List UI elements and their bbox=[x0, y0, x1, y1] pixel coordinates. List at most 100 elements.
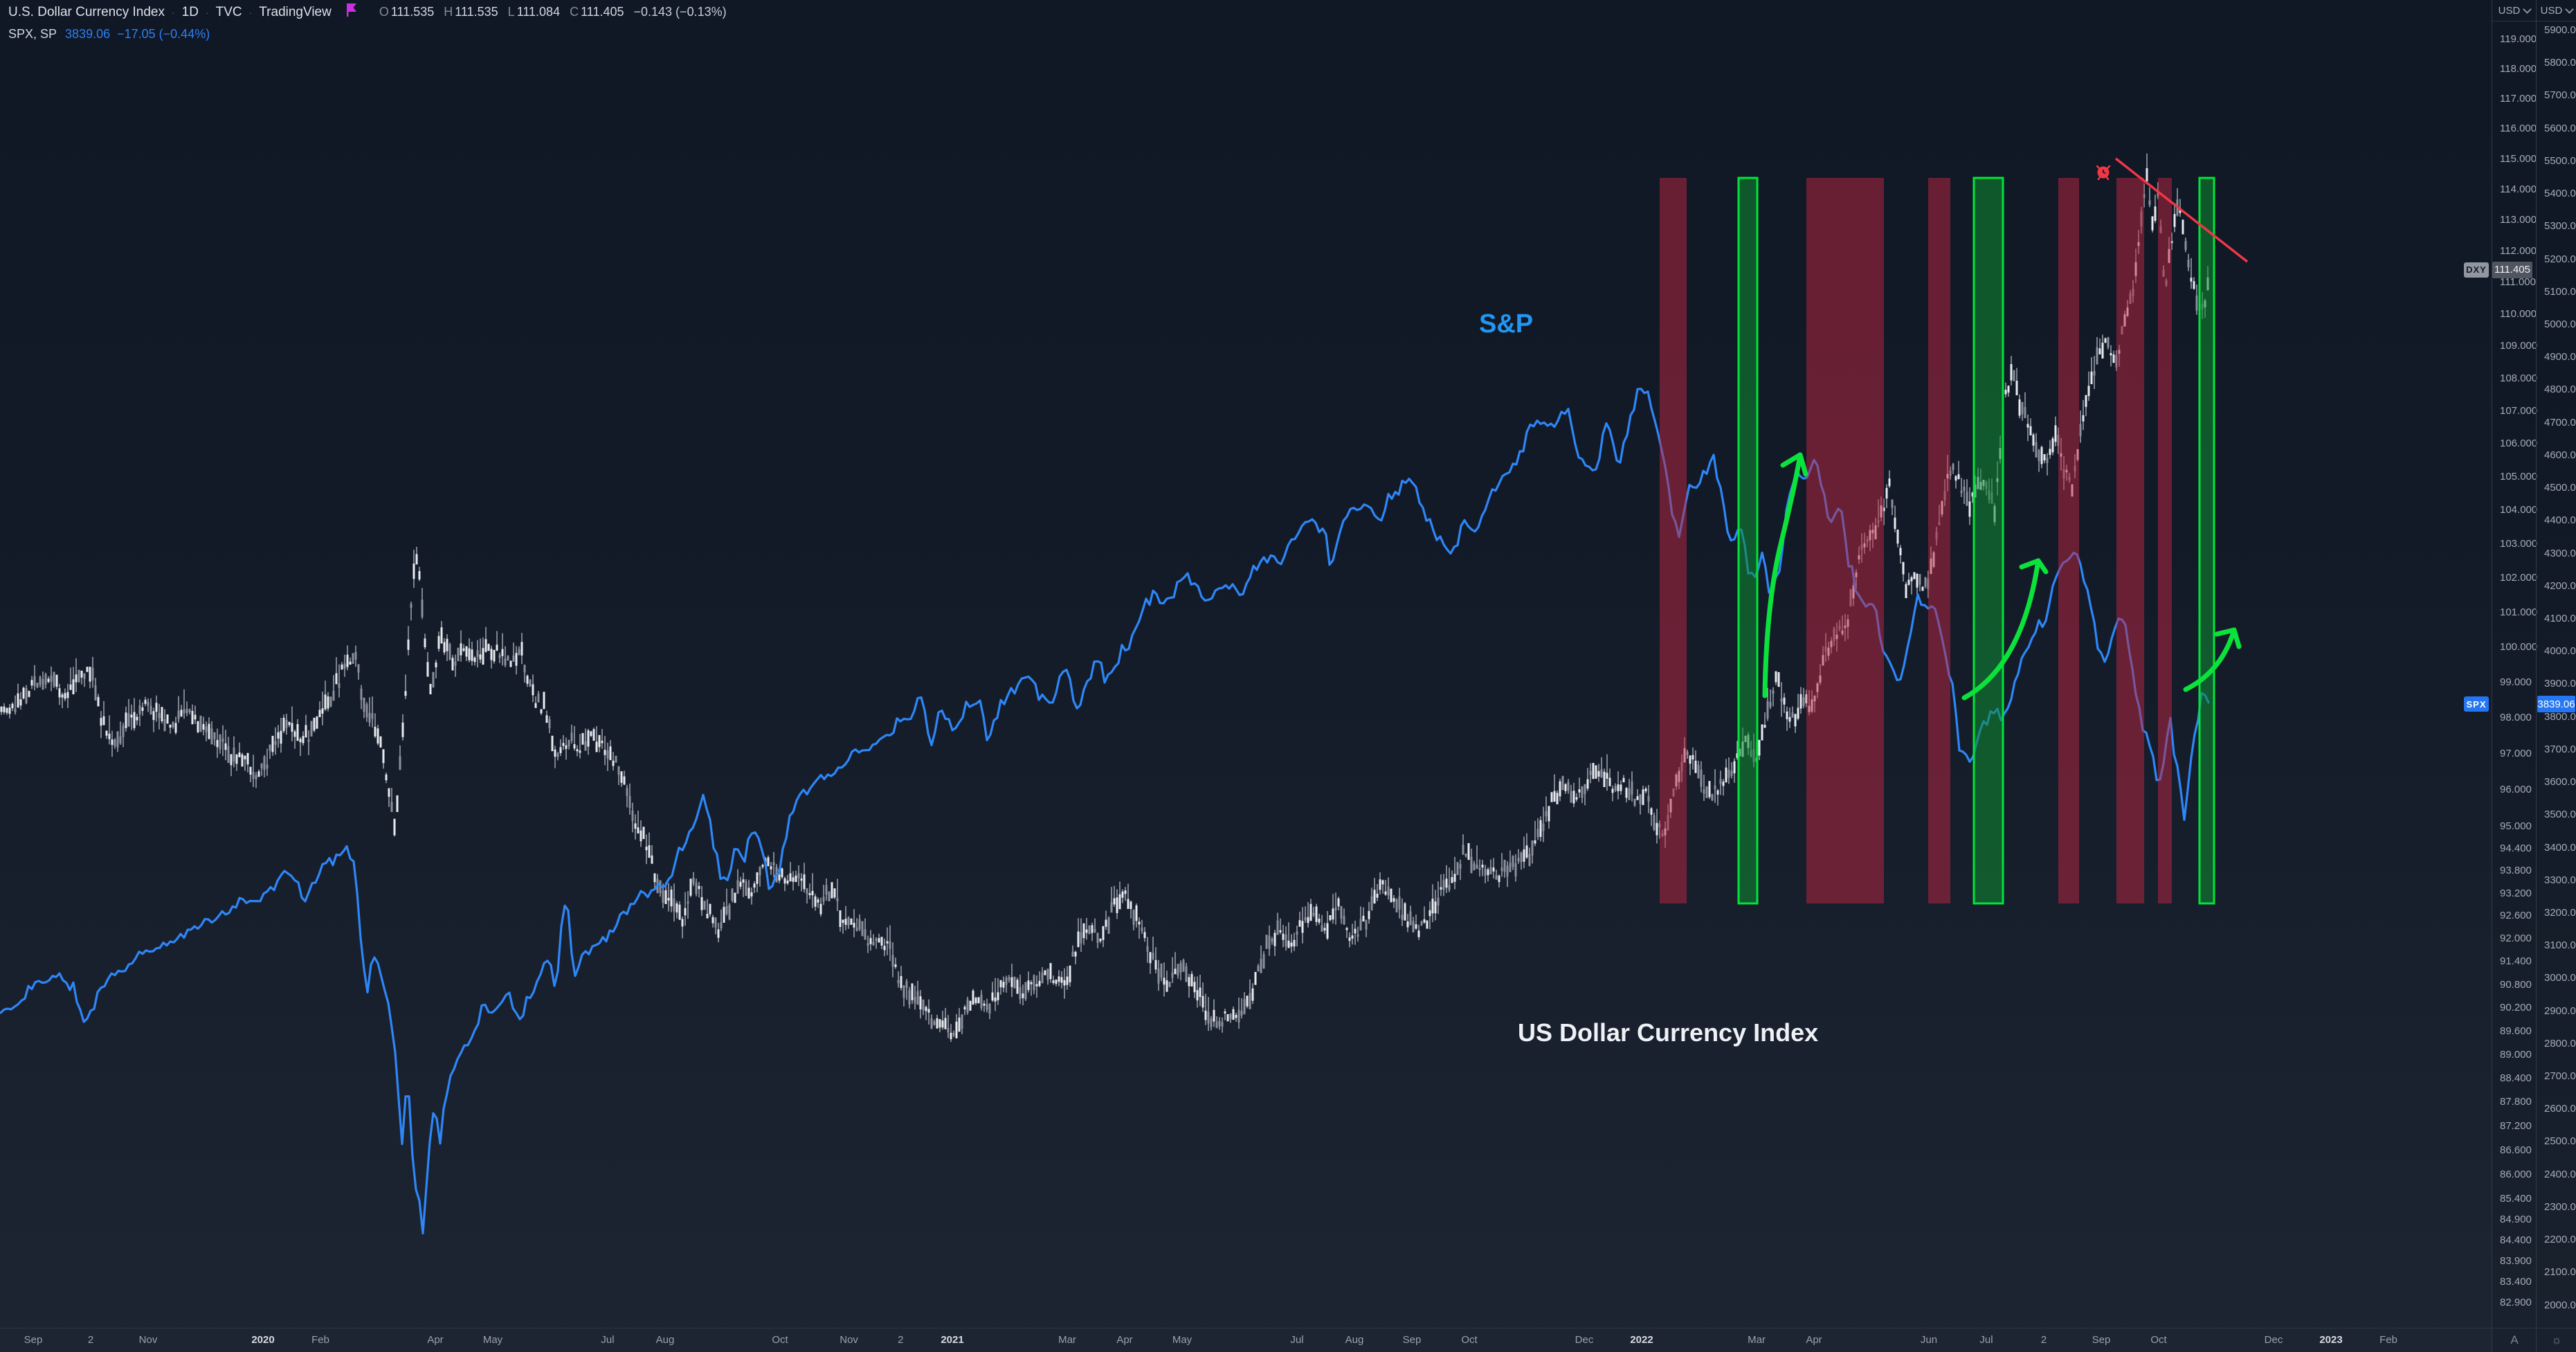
symbol-title[interactable]: U.S. Dollar Currency Index bbox=[8, 4, 165, 19]
spx-scale-currency-dropdown[interactable]: USD bbox=[2537, 0, 2576, 21]
time-axis-label: Sep bbox=[1402, 1334, 1422, 1346]
price-tick-label: 2900.00 bbox=[2544, 1004, 2576, 1017]
chart-text-annotation[interactable]: S&P bbox=[1479, 309, 1533, 339]
price-tick-label: 4200.00 bbox=[2544, 579, 2576, 592]
price-tick-label: 4700.00 bbox=[2544, 416, 2576, 429]
time-axis-label: Oct bbox=[1461, 1334, 1478, 1346]
price-tick-label: 91.400 bbox=[2500, 955, 2532, 968]
price-tick-label: 84.400 bbox=[2500, 1234, 2532, 1246]
dxy-candles-down bbox=[14, 191, 2204, 1036]
chart-text-annotation[interactable]: US Dollar Currency Index bbox=[1518, 1018, 1818, 1047]
exchange-label: TVC bbox=[215, 4, 242, 19]
price-tick-label: 89.000 bbox=[2500, 1048, 2532, 1061]
price-tick-label: 94.400 bbox=[2500, 842, 2532, 855]
price-tick-label: 107.000 bbox=[2500, 404, 2538, 417]
chevron-down-icon bbox=[2523, 5, 2532, 14]
time-axis-label: Feb bbox=[2379, 1334, 2397, 1346]
price-tick-label: 96.000 bbox=[2500, 784, 2532, 796]
price-tick-label: 3800.00 bbox=[2544, 710, 2576, 723]
price-tick-label: 100.000 bbox=[2500, 641, 2538, 654]
highlight-zone-red[interactable] bbox=[2158, 178, 2172, 903]
price-scale-spx[interactable]: USD 5900.00 5800.00 5700.00 5600.00 5500.00 5… bbox=[2536, 0, 2576, 1352]
green-up-arrow[interactable] bbox=[1762, 452, 1808, 698]
time-axis-label: 2 bbox=[2040, 1334, 2047, 1346]
price-tick-label: 4400.00 bbox=[2544, 514, 2576, 527]
flag-icon[interactable] bbox=[346, 3, 357, 21]
separator: · bbox=[205, 6, 209, 18]
time-axis-label: Nov bbox=[840, 1334, 858, 1346]
price-tick-label: 93.800 bbox=[2500, 865, 2532, 877]
price-tick-label: 5700.00 bbox=[2544, 89, 2576, 102]
price-tick-label: 2600.00 bbox=[2544, 1103, 2576, 1115]
time-axis-label: Aug bbox=[1345, 1334, 1364, 1346]
time-axis-label: 2 bbox=[87, 1334, 94, 1346]
alarm-clock-icon[interactable] bbox=[2096, 165, 2111, 181]
price-tick-label: 110.000 bbox=[2500, 308, 2537, 321]
green-up-arrow[interactable] bbox=[2183, 627, 2242, 692]
price-tick-label: 5600.00 bbox=[2544, 122, 2576, 134]
dxy-scale-currency-label: USD bbox=[2498, 4, 2521, 17]
time-axis-label: Mar bbox=[1748, 1334, 1766, 1346]
price-tick-label: 4800.00 bbox=[2544, 384, 2576, 396]
compare-symbol-title[interactable]: SPX, SP bbox=[8, 27, 57, 41]
chevron-down-icon bbox=[2565, 5, 2575, 14]
highlight-zone-red[interactable] bbox=[1928, 178, 1950, 903]
time-axis-label: Jul bbox=[1979, 1334, 1993, 1346]
price-tick-label: 85.400 bbox=[2500, 1193, 2532, 1205]
red-trendline[interactable] bbox=[2114, 157, 2249, 263]
price-tick-label: 83.400 bbox=[2500, 1275, 2532, 1288]
chart-canvas[interactable]: S&P US Dollar Currency Index bbox=[0, 0, 2492, 1328]
price-tick-label: 86.600 bbox=[2500, 1144, 2532, 1156]
price-tick-label: 116.000 bbox=[2500, 122, 2537, 134]
compare-symbol-change: −17.05 (−0.44%) bbox=[117, 27, 210, 41]
symbol-header-row: U.S. Dollar Currency Index · 1D · TVC · … bbox=[8, 3, 727, 21]
time-axis-label: Apr bbox=[1116, 1334, 1133, 1346]
price-tick-label: 108.000 bbox=[2500, 372, 2538, 384]
time-axis-label: Apr bbox=[1806, 1334, 1822, 1346]
price-tick-label: 117.000 bbox=[2500, 92, 2537, 105]
price-tick-label: 84.900 bbox=[2500, 1213, 2532, 1225]
price-tick-label: 4600.00 bbox=[2544, 449, 2576, 461]
price-tick-label: 87.800 bbox=[2500, 1096, 2532, 1108]
price-tick-label: 2500.00 bbox=[2544, 1135, 2576, 1148]
close-key: C bbox=[570, 5, 579, 19]
time-axis-label: Sep bbox=[2092, 1334, 2111, 1346]
highlight-zone-green[interactable] bbox=[1972, 177, 2004, 905]
highlight-zone-green[interactable] bbox=[2198, 177, 2215, 905]
time-axis-label: 2022 bbox=[1630, 1334, 1653, 1346]
price-tick-label: 106.000 bbox=[2500, 438, 2538, 450]
price-tick-label: 111.000 bbox=[2500, 276, 2536, 289]
price-tick-label: 109.000 bbox=[2500, 340, 2538, 352]
price-tick-label: 99.000 bbox=[2500, 676, 2532, 689]
green-up-arrow[interactable] bbox=[1961, 558, 2049, 701]
high-value: 111.535 bbox=[455, 5, 498, 19]
highlight-zone-red[interactable] bbox=[2116, 178, 2144, 903]
price-scale-dxy[interactable]: USD 119.000 118.000 117.000 116.000 115.000 1… bbox=[2492, 0, 2537, 1352]
price-tick-label: 5500.00 bbox=[2544, 154, 2576, 167]
interval-button[interactable]: 1D bbox=[181, 4, 199, 19]
time-axis-label: Jul bbox=[1290, 1334, 1304, 1346]
dxy-scale-currency-dropdown[interactable]: USD bbox=[2492, 0, 2537, 21]
auto-scale-button[interactable]: A bbox=[2505, 1332, 2523, 1349]
price-tick-label: 4100.00 bbox=[2544, 612, 2576, 624]
low-value: 111.084 bbox=[516, 5, 561, 19]
price-tick-label: 2200.00 bbox=[2544, 1234, 2576, 1246]
price-tick-label: 90.800 bbox=[2500, 978, 2532, 991]
price-tick-label: 86.000 bbox=[2500, 1168, 2532, 1180]
price-tick-label: 2100.00 bbox=[2544, 1266, 2576, 1279]
time-axis[interactable]: Sep 2 Nov 2020 Feb Apr May Jul Aug Oct Nov 2 2021 Mar… bbox=[0, 1328, 2492, 1352]
separator: · bbox=[248, 6, 253, 18]
price-tick-label: 82.900 bbox=[2500, 1297, 2532, 1309]
highlight-zone-red[interactable] bbox=[2058, 178, 2079, 903]
price-tick-label: 2300.00 bbox=[2544, 1200, 2576, 1213]
highlight-zone-green[interactable] bbox=[1737, 177, 1759, 905]
highlight-zone-red[interactable] bbox=[1806, 178, 1884, 903]
highlight-zone-red[interactable] bbox=[1660, 178, 1687, 903]
price-tick-label: 104.000 bbox=[2500, 504, 2538, 516]
price-tick-label: 92.000 bbox=[2500, 932, 2532, 945]
price-tick-label: 5300.00 bbox=[2544, 220, 2576, 233]
ohlc-readout: O 111.535 H 111.535 L 111.084 C 111.405 −0.1… bbox=[370, 5, 727, 19]
scale-settings-sun-icon[interactable]: ☼ bbox=[2546, 1332, 2568, 1349]
price-tick-label: 118.000 bbox=[2500, 62, 2537, 75]
symbol-legend: U.S. Dollar Currency Index · 1D · TVC · … bbox=[8, 3, 727, 42]
